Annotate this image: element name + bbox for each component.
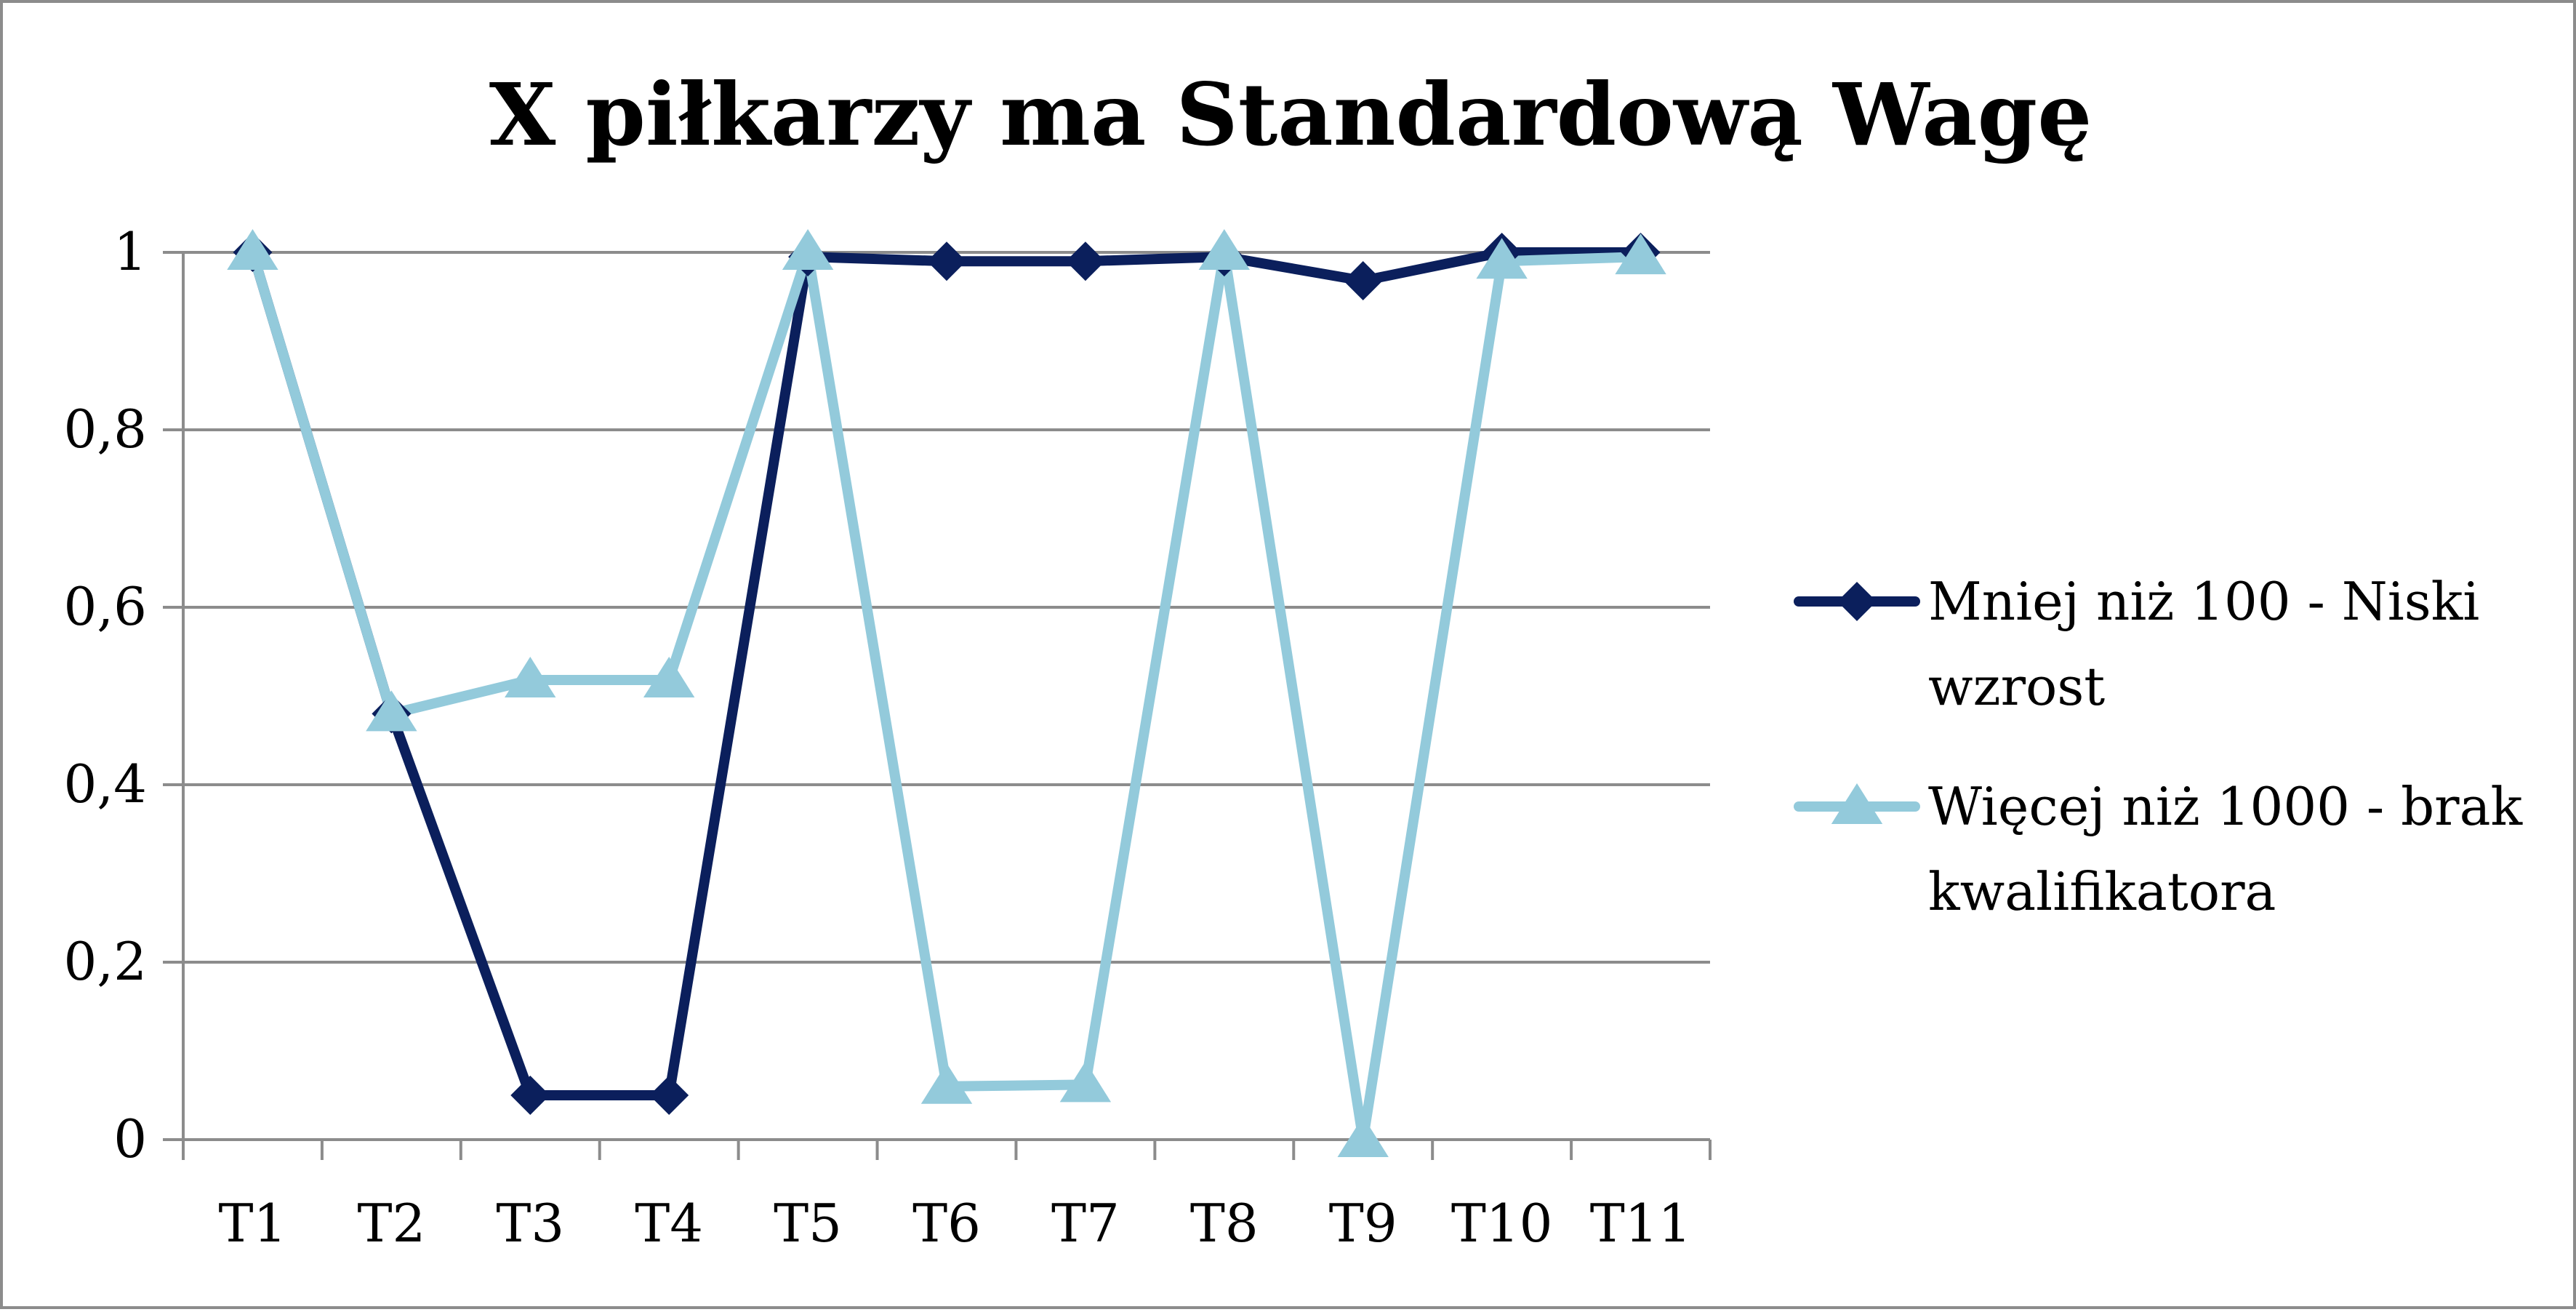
legend: Mniej niż 100 - Niski wzrost Więcej niż 10…: [1794, 571, 2524, 922]
chart-title: X piłkarzy ma Standardową Wagę: [489, 64, 2093, 165]
data-point-series-1: [927, 241, 966, 281]
line-chart: X piłkarzy ma Standardową Wagę 0 0,2 0,4 0,…: [63, 64, 2524, 1254]
data-point-series-1: [649, 1076, 689, 1115]
legend-marker-1: [1837, 582, 1877, 621]
data-point-series-1: [1343, 261, 1383, 301]
y-tick-label: 0,2: [63, 931, 147, 992]
y-tick-label: 1: [113, 221, 147, 282]
series-markers: [227, 229, 1666, 1157]
series-line-2: [247, 247, 1646, 1145]
data-point-series-2: [1337, 1116, 1389, 1157]
data-point-series-1: [1065, 241, 1105, 281]
data-point-series-2: [505, 657, 556, 698]
legend-marker-2: [1831, 783, 1883, 824]
data-point-series-2: [1476, 238, 1528, 279]
data-point-series-2: [227, 229, 278, 270]
y-tick-label: 0: [113, 1108, 147, 1169]
x-tick-label: T10: [1451, 1193, 1553, 1254]
y-tick-label: 0,8: [63, 399, 147, 460]
y-axis-tick-labels: 0 0,2 0,4 0,6 0,8 1: [63, 221, 147, 1169]
x-axis-tick-labels: T1 T2 T3 T4 T5 T6 T7 T8 T9 T10 T11: [219, 1193, 1692, 1254]
data-point-series-2: [643, 657, 695, 698]
x-tick-label: T1: [219, 1193, 287, 1254]
data-point-series-2: [1198, 229, 1251, 270]
data-point-series-2: [366, 690, 417, 732]
data-point-series-2: [1059, 1061, 1112, 1103]
data-point-series-2: [782, 229, 834, 270]
x-tick-label: T4: [635, 1193, 703, 1254]
legend-label-2: kwalifikatora: [1928, 861, 2276, 922]
x-tick-label: T5: [774, 1193, 842, 1254]
y-tick-label: 0,6: [63, 576, 147, 637]
x-tick-label: T11: [1590, 1193, 1692, 1254]
x-tick-label: T8: [1190, 1193, 1259, 1254]
grid-lines: [183, 251, 1710, 964]
series-lines: [247, 247, 1646, 1145]
axes: [163, 251, 1712, 1160]
x-tick-label: T3: [496, 1193, 564, 1254]
legend-label-2: Więcej niż 1000 - brak: [1928, 776, 2524, 837]
x-tick-label: T2: [357, 1193, 425, 1254]
x-tick-label: T7: [1051, 1193, 1120, 1254]
data-point-series-1: [510, 1076, 550, 1115]
legend-label-1: Mniej niż 100 - Niski: [1928, 571, 2479, 632]
y-tick-label: 0,4: [63, 753, 147, 815]
x-tick-label: T6: [912, 1193, 981, 1254]
x-tick-label: T9: [1329, 1193, 1397, 1254]
data-point-series-2: [920, 1063, 973, 1104]
data-point-series-2: [1615, 233, 1666, 275]
legend-label-1: wzrost: [1928, 656, 2105, 717]
